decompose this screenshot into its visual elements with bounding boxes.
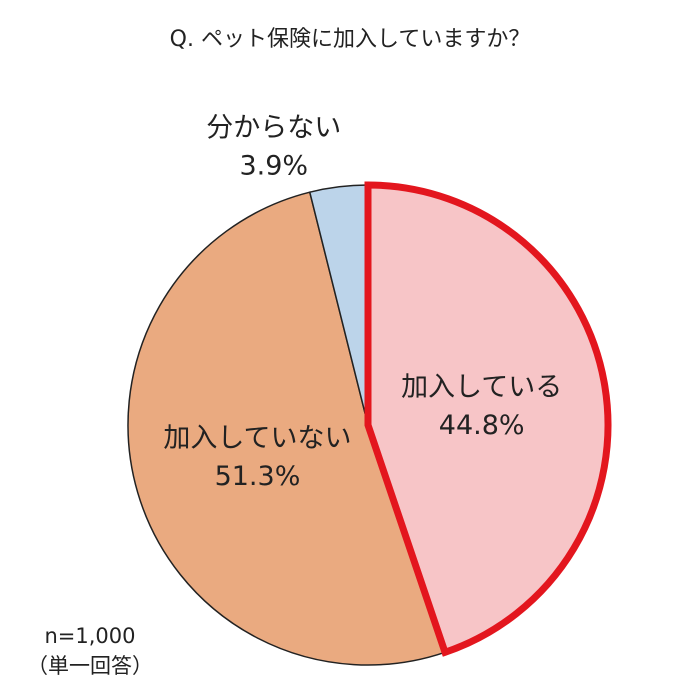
note: （単一回答） — [27, 654, 153, 678]
chart-title: Q. ペット保険に加入していますか？ — [170, 27, 531, 52]
slice-label: 加入している — [401, 372, 562, 403]
slice-label: 分からない — [206, 113, 341, 144]
slice-value: 3.9% — [239, 151, 308, 182]
pie-slice — [127, 191, 446, 666]
pie-slice — [364, 181, 612, 657]
slice-value: 51.3% — [215, 461, 301, 492]
slice-label: 加入していない — [163, 423, 351, 454]
note: n=1,000 — [44, 624, 135, 648]
slice-value: 44.8% — [439, 410, 525, 441]
